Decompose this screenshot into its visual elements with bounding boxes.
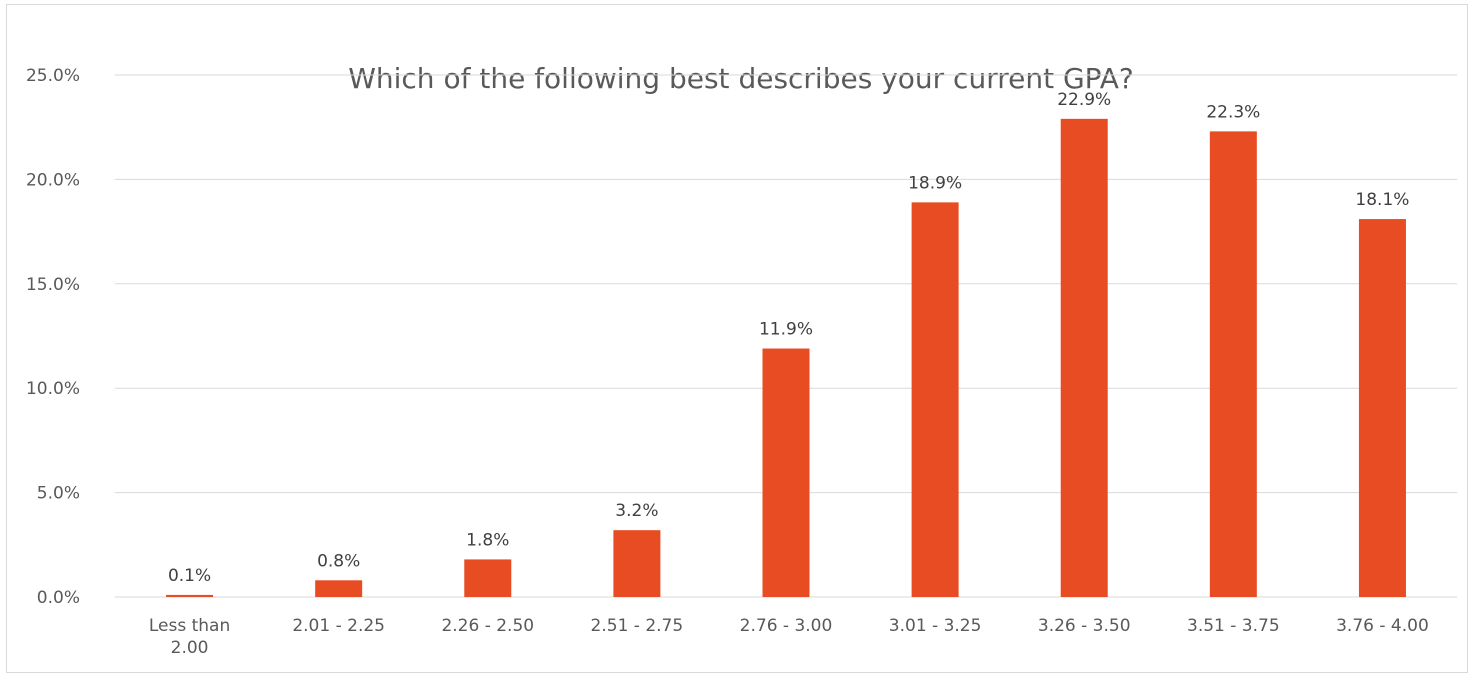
x-tick-label: 2.51 - 2.75 (591, 616, 684, 636)
x-tick-label: 2.26 - 2.50 (441, 616, 534, 636)
data-label: 18.1% (1355, 190, 1409, 210)
data-label: 22.9% (1057, 90, 1111, 110)
x-tick-label-line: 3.51 - 3.75 (1187, 616, 1280, 636)
x-tick-label-line: 2.76 - 3.00 (740, 616, 833, 636)
x-tick-label: 3.76 - 4.00 (1336, 616, 1429, 636)
x-tick-label-line: 3.26 - 3.50 (1038, 616, 1131, 636)
data-label: 1.8% (466, 530, 509, 550)
data-label: 11.9% (759, 320, 813, 340)
data-labels: 0.1% 0.8% 1.8% 3.2% 11.9% 18.9% 22.9% 22.3% 18.1… (168, 90, 1409, 586)
chart-title: Which of the following best describes yo… (348, 62, 1134, 95)
bar (166, 594, 214, 597)
y-tick-label: 5.0% (37, 484, 80, 504)
data-label: 0.1% (168, 566, 211, 586)
chart-frame: Which of the following best describes yo… (6, 4, 1468, 673)
data-label: 0.8% (317, 551, 360, 571)
x-tick-label-line: 3.76 - 4.00 (1336, 616, 1429, 636)
y-tick-label: 15.0% (26, 275, 80, 295)
bar (464, 559, 512, 597)
data-label: 18.9% (908, 173, 962, 193)
bar (1209, 131, 1257, 597)
bar (762, 348, 810, 597)
bar-chart: Which of the following best describes yo… (26, 62, 1457, 658)
x-tick-label: 3.26 - 3.50 (1038, 616, 1131, 636)
y-tick-label: 0.0% (37, 588, 80, 608)
data-label: 3.2% (615, 501, 658, 521)
data-label: 22.3% (1206, 102, 1260, 122)
x-tick-label-line: 2.51 - 2.75 (591, 616, 684, 636)
y-axis-tick-labels: 0.0% 5.0% 10.0% 15.0% 20.0% 25.0% (26, 66, 80, 608)
y-tick-label: 25.0% (26, 66, 80, 86)
x-tick-label-line: 3.01 - 3.25 (889, 616, 982, 636)
x-tick-label-line: 2.00 (171, 638, 209, 658)
bar (613, 530, 661, 597)
x-tick-label-line: 2.01 - 2.25 (292, 616, 385, 636)
x-tick-label: 3.51 - 3.75 (1187, 616, 1280, 636)
x-tick-label: 2.76 - 3.00 (740, 616, 833, 636)
x-tick-label: 2.01 - 2.25 (292, 616, 385, 636)
y-tick-label: 20.0% (26, 170, 80, 190)
x-tick-label: Less than 2.00 (149, 616, 230, 658)
bar (1060, 118, 1108, 598)
bar (315, 580, 363, 597)
y-tick-label: 10.0% (26, 379, 80, 399)
x-axis-tick-labels: Less than 2.00 2.01 - 2.25 2.26 - 2.50 2.51 … (149, 616, 1429, 658)
bar (1358, 219, 1406, 597)
bar (911, 202, 959, 598)
x-tick-label-line: Less than (149, 616, 230, 636)
x-tick-label-line: 2.26 - 2.50 (441, 616, 534, 636)
bars (166, 118, 1406, 598)
x-tick-label: 3.01 - 3.25 (889, 616, 982, 636)
